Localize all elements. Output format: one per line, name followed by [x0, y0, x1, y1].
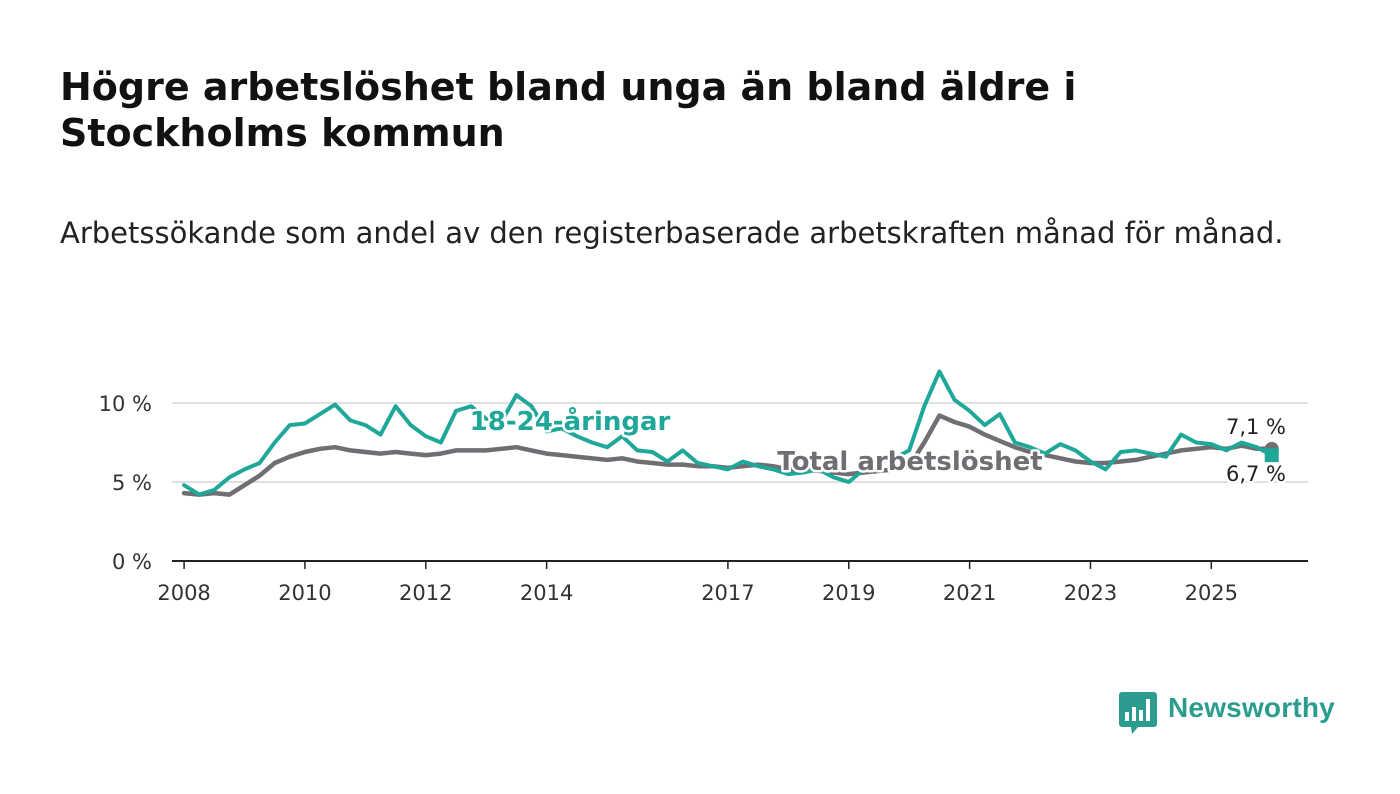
series-lines — [181, 369, 1279, 497]
series-labels: 18-24-åringar Total arbetslöshet 7,1 % 6,7 … — [467, 403, 1288, 489]
x-tick-label: 2021 — [943, 581, 996, 605]
end-value-label-total: 7,1 % — [1226, 415, 1286, 439]
chart-subtitle: Arbetssökande som andel av den registerb… — [60, 216, 1284, 250]
line-chart: 0 %5 %10 % 2008 2010 2012 2014 2017 2019 2021 2… — [99, 369, 1308, 605]
gridlines — [172, 402, 1308, 562]
y-axis-ticks: 0 % 5 % 10 % — [99, 392, 152, 574]
x-axis-ticks: 2008 2010 2012 2014 2017 2019 2021 2023 2025 — [157, 561, 1238, 605]
x-tick-label: 2014 — [520, 581, 573, 605]
series-label-total: Total arbetslöshet — [777, 447, 1042, 477]
x-tick-label: 2008 — [157, 581, 210, 605]
y-tick-label: 10 % — [99, 392, 152, 416]
end-marker-youth — [1264, 448, 1279, 463]
x-tick-label: 2017 — [701, 581, 754, 605]
y-tick-label: 5 % — [112, 471, 152, 495]
chart-title: Högre arbetslöshet bland unga än bland ä… — [60, 65, 1077, 155]
newsworthy-chart-bubble-icon — [1119, 692, 1157, 734]
end-value-label-youth: 6,7 % — [1226, 462, 1286, 486]
x-tick-label: 2023 — [1064, 581, 1117, 605]
series-label-youth: 18-24-åringar — [470, 405, 671, 437]
x-tick-label: 2010 — [278, 581, 331, 605]
series-line-youth — [182, 369, 1274, 497]
x-tick-label: 2025 — [1185, 581, 1238, 605]
newsworthy-logo-text: Newsworthy — [1168, 692, 1335, 723]
newsworthy-logo[interactable]: Newsworthy — [1118, 688, 1348, 736]
x-tick-label: 2012 — [399, 581, 452, 605]
x-tick-label: 2019 — [822, 581, 875, 605]
y-tick-label: 0 % — [112, 550, 152, 574]
